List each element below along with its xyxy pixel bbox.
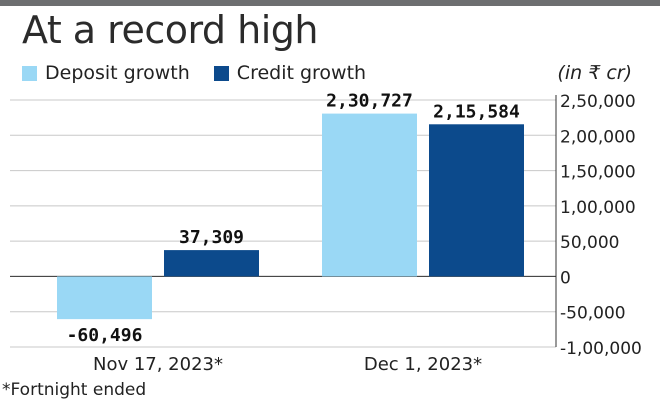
legend-item-credit: Credit growth bbox=[213, 62, 367, 84]
y-tick-label: 2,00,000 bbox=[560, 127, 636, 147]
y-tick-label: 50,000 bbox=[560, 233, 619, 253]
legend-label-deposit: Deposit growth bbox=[45, 62, 190, 84]
unit-label: (in ₹ cr) bbox=[557, 62, 632, 84]
data-label: -60,496 bbox=[67, 325, 143, 346]
footnote: *Fortnight ended bbox=[2, 380, 147, 400]
category-label: Dec 1, 2023* bbox=[364, 354, 482, 375]
y-tick-label: 1,50,000 bbox=[560, 163, 636, 183]
legend-label-credit: Credit growth bbox=[236, 62, 367, 84]
data-label: 2,30,727 bbox=[326, 91, 413, 112]
top-rule bbox=[0, 0, 660, 6]
y-tick-label: 2,50,000 bbox=[560, 92, 636, 112]
legend-swatch-deposit bbox=[22, 65, 37, 81]
legend: Deposit growth Credit growth bbox=[22, 62, 390, 84]
deposit-bar bbox=[322, 113, 417, 277]
credit-bar bbox=[429, 124, 524, 277]
deposit-bar bbox=[57, 276, 152, 320]
legend-item-deposit: Deposit growth bbox=[22, 62, 190, 84]
data-label: 2,15,584 bbox=[433, 101, 520, 122]
legend-swatch-credit bbox=[213, 65, 229, 81]
y-tick-label: -50,000 bbox=[560, 304, 626, 324]
y-tick-label: -1,00,000 bbox=[560, 339, 642, 359]
data-label: 37,309 bbox=[179, 227, 244, 248]
category-label: Nov 17, 2023* bbox=[93, 354, 223, 375]
chart-title: At a record high bbox=[22, 8, 318, 52]
y-tick-label: 1,00,000 bbox=[560, 198, 636, 218]
credit-bar bbox=[164, 250, 259, 277]
y-tick-label: 0 bbox=[560, 268, 571, 288]
